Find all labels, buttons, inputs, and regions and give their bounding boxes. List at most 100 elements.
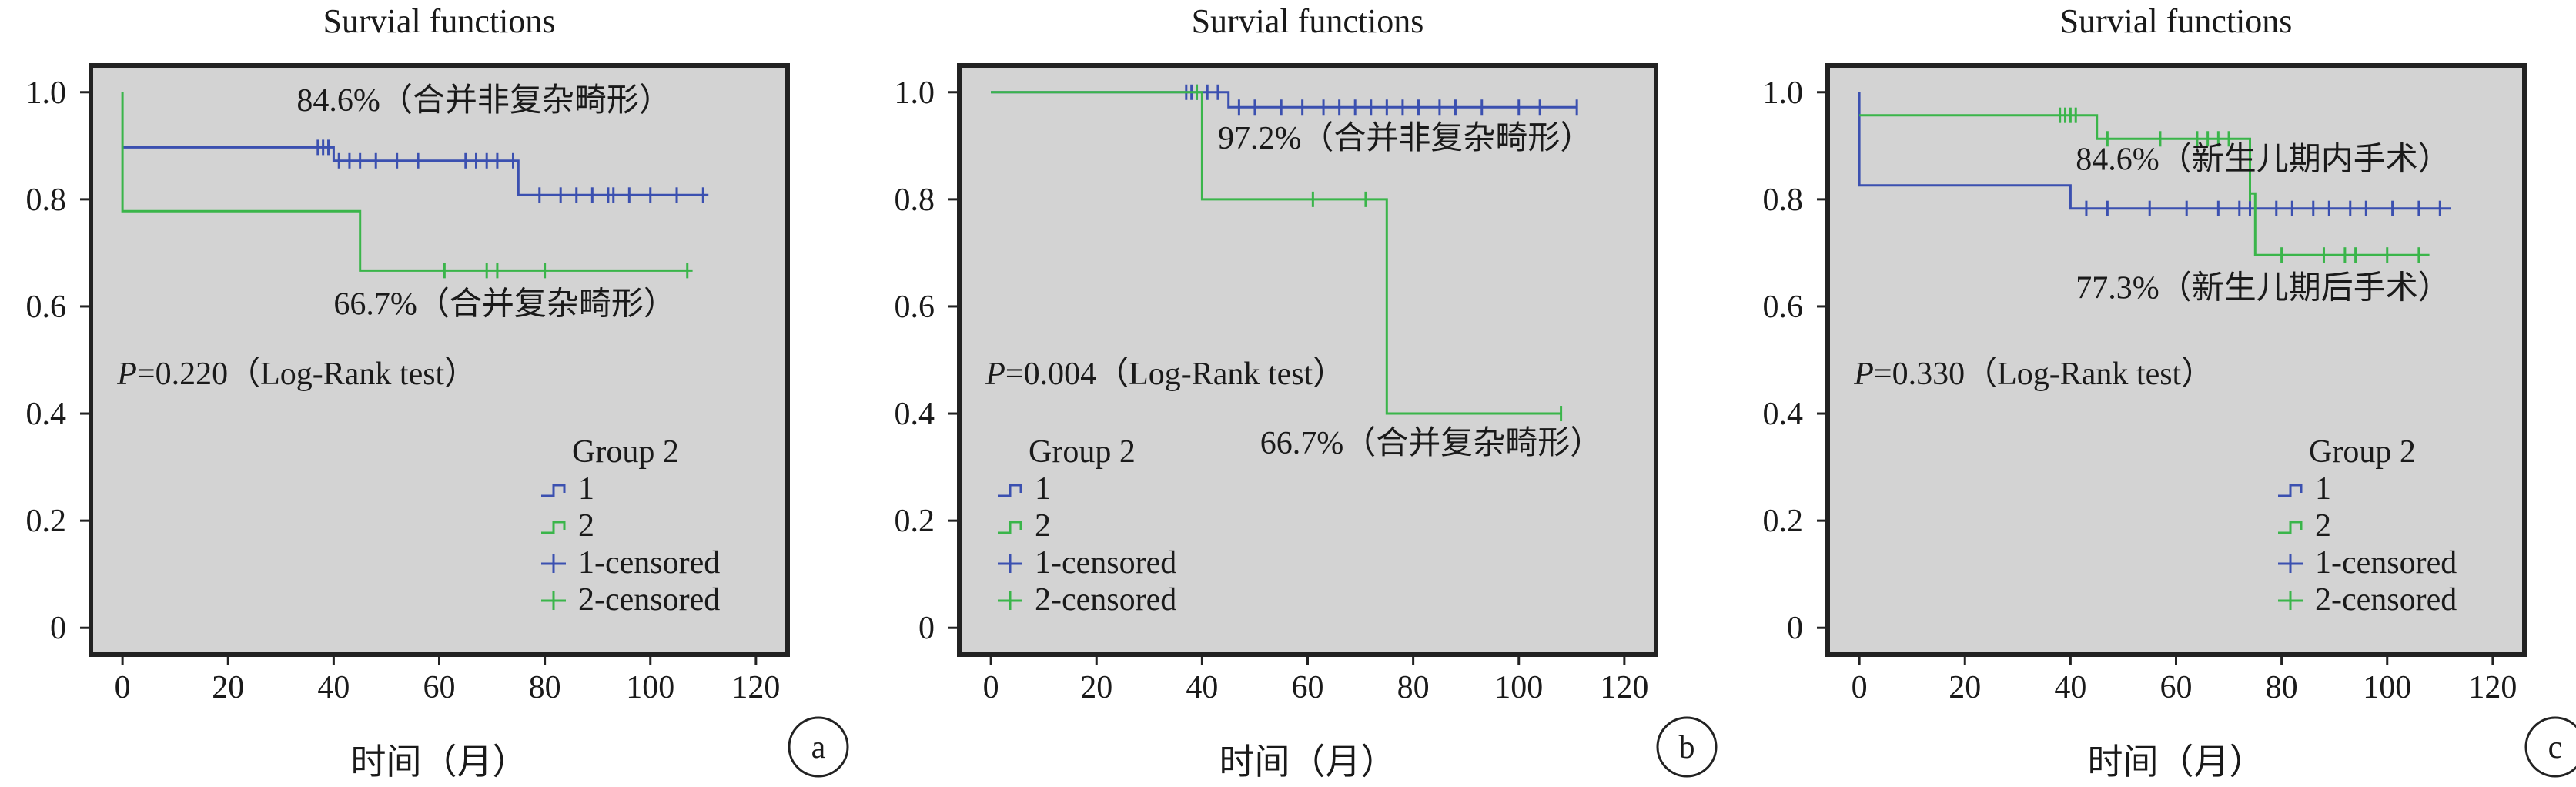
survival-curve-2 [1859, 114, 2430, 256]
y-tick-label: 0.6 [26, 290, 67, 325]
y-tick-label: 0.2 [895, 504, 935, 539]
x-tick-label: 0 [115, 670, 131, 705]
y-tick-label: 1.0 [895, 75, 935, 111]
x-tick-label: 100 [626, 670, 674, 705]
series-1 [122, 139, 709, 203]
x-tick-label: 40 [1186, 670, 1218, 705]
legend-entry-label: 2-censored [2315, 582, 2457, 618]
panel-label-circle [788, 716, 849, 778]
y-tick-label: 0.8 [1763, 183, 1804, 218]
legend-entry-label: 2 [578, 508, 594, 544]
legend-step-icon [2278, 521, 2303, 534]
chart-title: Survial functions [1192, 2, 1424, 40]
legend-entry-label: 2 [2315, 508, 2331, 544]
x-tick-label: 40 [2054, 670, 2086, 705]
chart-title: Survial functions [323, 2, 556, 40]
y-tick-label: 1.0 [26, 75, 67, 111]
annotation-value: 66.7%（合并复杂畸形） [333, 286, 676, 322]
plot-frame [89, 63, 790, 657]
x-tick-label: 20 [212, 670, 244, 705]
legend-step-icon [541, 484, 566, 497]
x-tick-label: 100 [1494, 670, 1543, 705]
annotation-value: 66.7%（合并复杂畸形） [1260, 426, 1603, 461]
series-2 [121, 92, 693, 279]
x-tick-label: 0 [983, 670, 999, 705]
series-2 [991, 84, 1563, 422]
x-tick-label: 80 [529, 670, 561, 705]
annotation-text: 66.7%（合并复杂畸形） [1260, 426, 1603, 461]
annotation-text: 66.7%（合并复杂畸形） [333, 286, 676, 322]
survival-curve-2 [121, 92, 693, 272]
legend-title: Group 2 [2309, 434, 2416, 470]
y-tick-label: 0 [50, 611, 66, 646]
legend-step-icon [2278, 484, 2303, 497]
panel-label: c [2548, 730, 2563, 765]
annotation-value: 77.3%（新生儿期后手术） [2076, 271, 2451, 306]
y-tick-label: 0.8 [26, 183, 67, 218]
x-tick-label: 80 [1397, 670, 1430, 705]
annotation-value: =0.220（Log-Rank test） [137, 357, 477, 392]
annotation-value: =0.330（Log-Rank test） [1874, 357, 2213, 392]
annotation-value: 97.2%（合并非复杂畸形） [1218, 121, 1593, 156]
legend-entry-label: 2-censored [1035, 582, 1176, 618]
y-tick-label: 0.4 [26, 397, 67, 432]
legend-entry-label: 1 [578, 471, 594, 507]
x-tick-label: 20 [1080, 670, 1112, 705]
legend-step-icon [541, 521, 566, 534]
x-axis-label: 时间（月） [351, 742, 528, 782]
y-tick-label: 0.2 [26, 504, 67, 539]
annotation-text: 97.2%（合并非复杂畸形） [1218, 121, 1593, 156]
p-value-symbol: P [985, 357, 1005, 392]
survival-curve-2 [991, 91, 1561, 415]
x-tick-label: 0 [1852, 670, 1868, 705]
annotation-text: P=0.330（Log-Rank test） [1853, 357, 2213, 392]
annotation-text: 84.6%（合并非复杂畸形） [296, 83, 671, 119]
annotation-value: 84.6%（新生儿期内手术） [2076, 142, 2451, 178]
panel-c: Survial functions 0 0.2 0.4 0.6 0.8 1.0 0 20 40 60… [1763, 2, 2576, 782]
legend-entry-label: 1 [1035, 471, 1051, 507]
x-tick-label: 20 [1949, 670, 1981, 705]
legend-entry-label: 1 [2315, 471, 2331, 507]
x-tick-label: 120 [1600, 670, 1648, 705]
y-tick-label: 0.6 [895, 290, 935, 325]
legend-entry-label: 2 [1035, 508, 1051, 544]
y-tick-label: 1.0 [1763, 75, 1804, 111]
y-tick-label: 0 [918, 611, 935, 646]
series-1 [1858, 92, 2451, 216]
legend-entry-label: 2-censored [578, 582, 720, 618]
panel-label: b [1679, 730, 1695, 765]
p-value-symbol: P [1853, 357, 1874, 392]
x-axis-label: 时间（月） [2088, 742, 2265, 782]
x-tick-label: 100 [2363, 670, 2411, 705]
legend-step-icon [998, 521, 1022, 534]
panel-a: Survial functions 0 0.2 0.4 0.6 0.8 1.0 0 20 40 60… [26, 2, 849, 782]
survival-curve-1 [1858, 92, 2451, 210]
x-tick-label: 120 [2468, 670, 2517, 705]
x-tick-label: 60 [1292, 670, 1324, 705]
panel-label: a [811, 730, 826, 765]
chart-title: Survial functions [2060, 2, 2293, 40]
x-axis-label: 时间（月） [1219, 742, 1397, 782]
x-tick-label: 80 [2266, 670, 2298, 705]
y-tick-label: 0.6 [1763, 290, 1804, 325]
annotation-text: P=0.220（Log-Rank test） [116, 357, 477, 392]
panel-label-circle [1656, 716, 1718, 778]
legend-entry-label: 1-censored [2315, 545, 2457, 581]
annotation-value: =0.004（Log-Rank test） [1005, 357, 1345, 392]
legend-step-icon [998, 484, 1022, 497]
x-tick-label: 60 [423, 670, 456, 705]
y-tick-label: 0.4 [895, 397, 935, 432]
annotation-value: 84.6%（合并非复杂畸形） [296, 83, 671, 119]
x-tick-label: 120 [731, 670, 780, 705]
panel-b: Survial functions 0 0.2 0.4 0.6 0.8 1.0 0 20 40 60… [895, 2, 1718, 782]
y-tick-label: 0.2 [1763, 504, 1804, 539]
legend-title: Group 2 [572, 434, 679, 470]
plot-frame [957, 63, 1658, 657]
y-tick-label: 0.4 [1763, 397, 1804, 432]
panel-label-circle [2524, 716, 2576, 778]
legend-entry-label: 1-censored [578, 545, 720, 581]
annotation-text: 77.3%（新生儿期后手术） [2076, 271, 2451, 306]
y-tick-label: 0 [1787, 611, 1803, 646]
